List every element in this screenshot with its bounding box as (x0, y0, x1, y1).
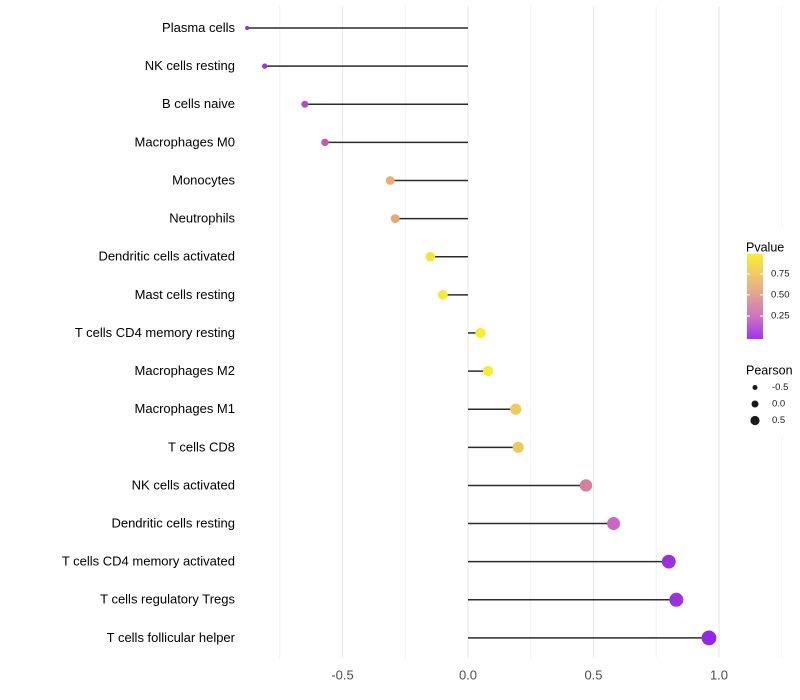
lollipop-dot (510, 403, 522, 415)
x-tick-label: 0.5 (584, 667, 602, 682)
pearson-legend-title: Pearson (746, 363, 793, 377)
category-label: T cells follicular helper (107, 630, 236, 645)
lollipop-dot (438, 289, 448, 300)
pearson-legend-label: 0.5 (772, 415, 785, 426)
category-label: Macrophages M1 (135, 401, 235, 416)
category-label: T cells CD4 memory activated (62, 554, 235, 569)
pearson-legend-label: 0.0 (772, 399, 785, 410)
category-label: NK cells activated (132, 477, 235, 492)
pearson-legend-dot (751, 400, 759, 408)
category-label: B cells naive (162, 96, 235, 111)
pvalue-gradient-bar (747, 254, 763, 339)
lollipop-dot (579, 479, 593, 492)
lollipop-dot (385, 176, 395, 185)
pvalue-tick-label: 0.50 (771, 289, 790, 300)
lollipop-dot (482, 365, 494, 377)
lollipop-dot (475, 327, 486, 339)
lollipop-dot (245, 26, 250, 30)
lollipop-dot (301, 100, 309, 108)
lollipop-dot (321, 138, 329, 147)
lollipop-dot (261, 63, 268, 69)
category-label: T cells regulatory Tregs (100, 592, 235, 607)
category-label: Monocytes (172, 172, 235, 187)
lollipop-dot (669, 592, 684, 607)
lollipop-dot (661, 554, 676, 569)
pearson-legend-dot (752, 385, 758, 390)
category-label: Plasma cells (162, 20, 235, 35)
category-label: Dendritic cells resting (111, 515, 235, 530)
legend-background (735, 228, 800, 436)
lollipop-dot (425, 251, 436, 262)
category-label: T cells CD4 memory resting (75, 325, 235, 340)
category-label: Macrophages M2 (135, 363, 235, 378)
category-label: T cells CD8 (168, 439, 235, 454)
pvalue-legend-title: Pvalue (746, 240, 784, 254)
lollipop-dot (607, 517, 621, 531)
lollipop-dot (701, 630, 717, 646)
lollipop-dot (512, 441, 524, 453)
pvalue-tick-label: 0.75 (771, 268, 790, 279)
x-tick-label: 1.0 (710, 667, 728, 682)
pearson-legend-dot (750, 415, 760, 426)
category-label: NK cells resting (145, 58, 235, 73)
pearson-legend-label: -0.5 (772, 382, 788, 393)
x-tick-label: 0.0 (459, 667, 477, 682)
category-label: Neutrophils (169, 211, 235, 226)
category-label: Macrophages M0 (135, 134, 235, 149)
pvalue-tick-label: 0.25 (771, 311, 790, 322)
category-label: Mast cells resting (135, 287, 235, 302)
category-label: Dendritic cells activated (98, 249, 235, 264)
x-tick-label: -0.5 (331, 667, 353, 682)
lollipop-dot (390, 214, 400, 224)
